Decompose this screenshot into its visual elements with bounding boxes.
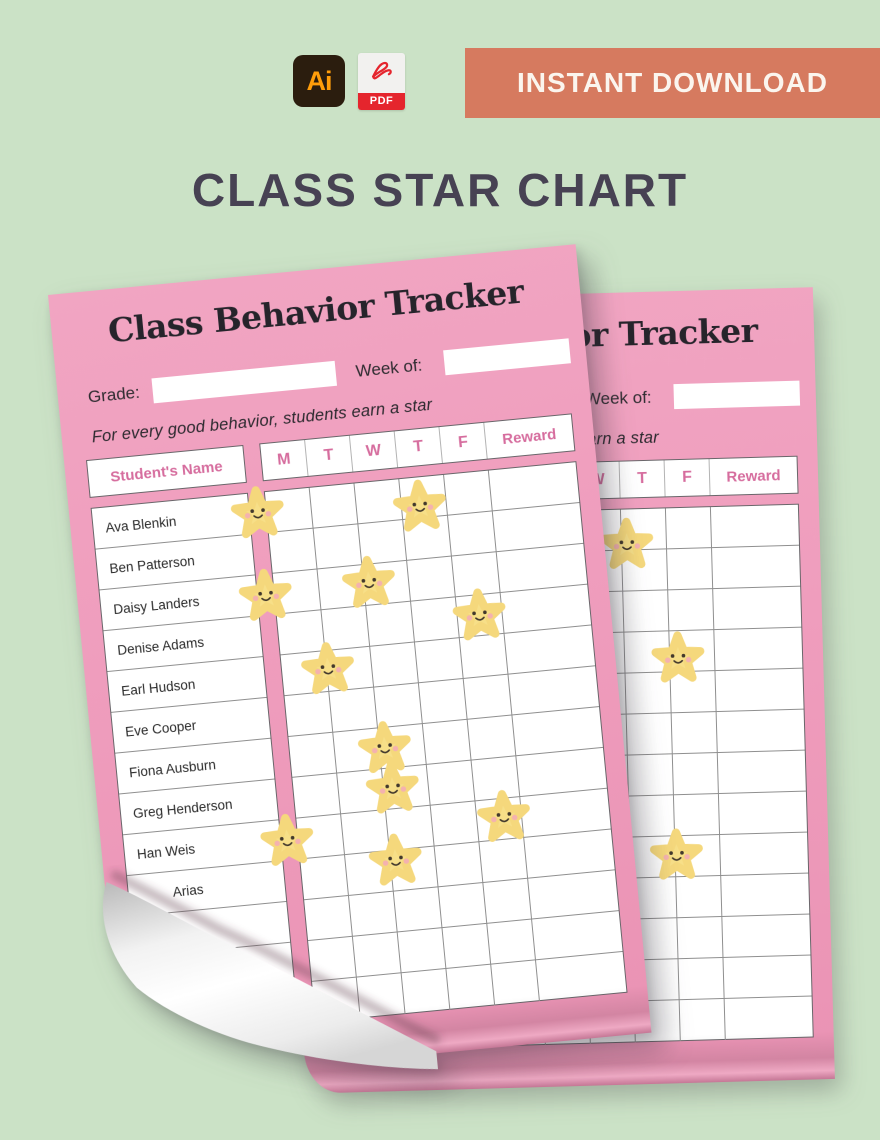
star-grid-cell — [427, 761, 476, 806]
star-grid-cell — [448, 511, 497, 556]
reward-header: Reward — [501, 425, 558, 448]
star-sticker-icon — [472, 785, 535, 848]
star-grid-cell — [672, 753, 719, 796]
day-header-3: W — [350, 431, 398, 471]
star-grid-cell — [442, 924, 491, 969]
grade-input-line — [151, 361, 337, 404]
star-grid-cell — [665, 507, 713, 550]
star-grid-cell — [718, 791, 808, 836]
behavior-tracker-sheet-front: Class Behavior Tracker Grade: Week of: For … — [48, 244, 651, 1083]
day-header-5: F — [664, 459, 711, 497]
star-grid-cell — [668, 589, 715, 632]
week-of-input-line — [673, 380, 801, 410]
star-grid-cell — [353, 932, 402, 977]
week-of-label: Week of: — [354, 355, 424, 381]
star-grid-cell — [487, 919, 536, 964]
star-grid-cell — [623, 590, 670, 633]
star-sticker-icon — [448, 583, 511, 646]
star-grid-cell — [679, 998, 726, 1042]
star-grid-cell — [717, 750, 806, 795]
star-grid-cell — [713, 586, 802, 631]
star-grid-cell — [721, 873, 810, 917]
star-grid-cell — [444, 471, 493, 516]
star-sticker-icon — [226, 481, 289, 544]
star-grid-cell — [310, 483, 359, 528]
star-sticker-icon — [337, 551, 400, 614]
star-grid-cell — [423, 720, 472, 765]
instant-download-label: INSTANT DOWNLOAD — [517, 67, 828, 98]
star-grid-cell — [722, 914, 811, 958]
star-grid-cell — [288, 733, 337, 778]
week-of-input-line — [443, 338, 571, 375]
star-grid-cell — [710, 504, 800, 549]
pdf-swirl-icon — [371, 61, 392, 80]
sheet-title: Class Behavior Tracker — [106, 271, 526, 351]
star-grid-cell — [439, 883, 488, 928]
reward-header: Reward — [726, 466, 781, 486]
star-sticker-icon — [364, 829, 427, 892]
star-sticker-icon — [648, 628, 708, 688]
star-grid-cell — [312, 978, 361, 1023]
day-header-4: T — [619, 460, 666, 498]
star-grid-cell — [464, 675, 513, 720]
star-grid-cell — [720, 832, 809, 876]
star-grid-cell — [714, 627, 803, 672]
day-header-2: T — [305, 436, 353, 476]
week-of-label: Week of: — [584, 387, 652, 409]
student-name-row — [135, 943, 294, 999]
star-grid-cell — [483, 879, 532, 924]
star-grid-cell — [626, 713, 673, 756]
star-grid-cell — [435, 842, 484, 887]
star-grid-cell — [370, 642, 419, 687]
star-grid-cell — [431, 801, 480, 846]
star-grid-cell — [491, 960, 540, 1005]
star-grid-cell — [667, 548, 714, 591]
page-title: CLASS STAR CHART — [191, 164, 689, 216]
star-grid-cell — [725, 997, 813, 1040]
star-grid-cell — [402, 969, 451, 1014]
star-grid-cell — [357, 973, 406, 1018]
pdf-badge-label: PDF — [358, 93, 405, 110]
day-header-1: M — [260, 440, 308, 480]
star-grid-cell — [723, 955, 812, 999]
star-grid-cell — [468, 715, 517, 760]
adobe-illustrator-icon: Ai — [293, 55, 345, 107]
star-grid-cell — [419, 679, 468, 724]
star-sticker-icon — [296, 637, 359, 700]
star-grid — [264, 461, 628, 1023]
day-header-4: T — [395, 427, 443, 467]
star-grid-cell — [304, 896, 353, 941]
star-grid-cell — [627, 754, 674, 797]
star-grid-cell — [671, 712, 718, 755]
pdf-file-icon: PDF — [358, 53, 405, 110]
star-grid-cell — [678, 957, 725, 1001]
star-sticker-icon — [256, 809, 319, 872]
ai-badge-label: Ai — [306, 65, 333, 96]
star-grid-cell — [677, 916, 724, 960]
student-name-row — [139, 984, 298, 1040]
star-sticker-icon — [234, 564, 297, 627]
day-header-5: F — [439, 423, 487, 463]
star-grid-cell — [536, 952, 627, 1001]
star-sticker-icon — [647, 825, 707, 885]
star-grid-cell — [446, 965, 495, 1010]
star-grid-cell — [712, 545, 801, 590]
grade-label: Grade: — [87, 382, 141, 407]
star-grid-cell — [715, 668, 804, 713]
star-grid-cell — [308, 937, 357, 982]
star-grid-cell — [349, 892, 398, 937]
star-grid-cell — [394, 887, 443, 932]
student-name-header: Student's Name — [86, 445, 247, 498]
star-sticker-icon — [388, 475, 451, 538]
star-grid-cell — [716, 709, 805, 754]
star-grid-cell — [398, 928, 447, 973]
star-sticker-icon — [361, 757, 424, 820]
instant-download-banner: INSTANT DOWNLOAD — [465, 48, 880, 118]
